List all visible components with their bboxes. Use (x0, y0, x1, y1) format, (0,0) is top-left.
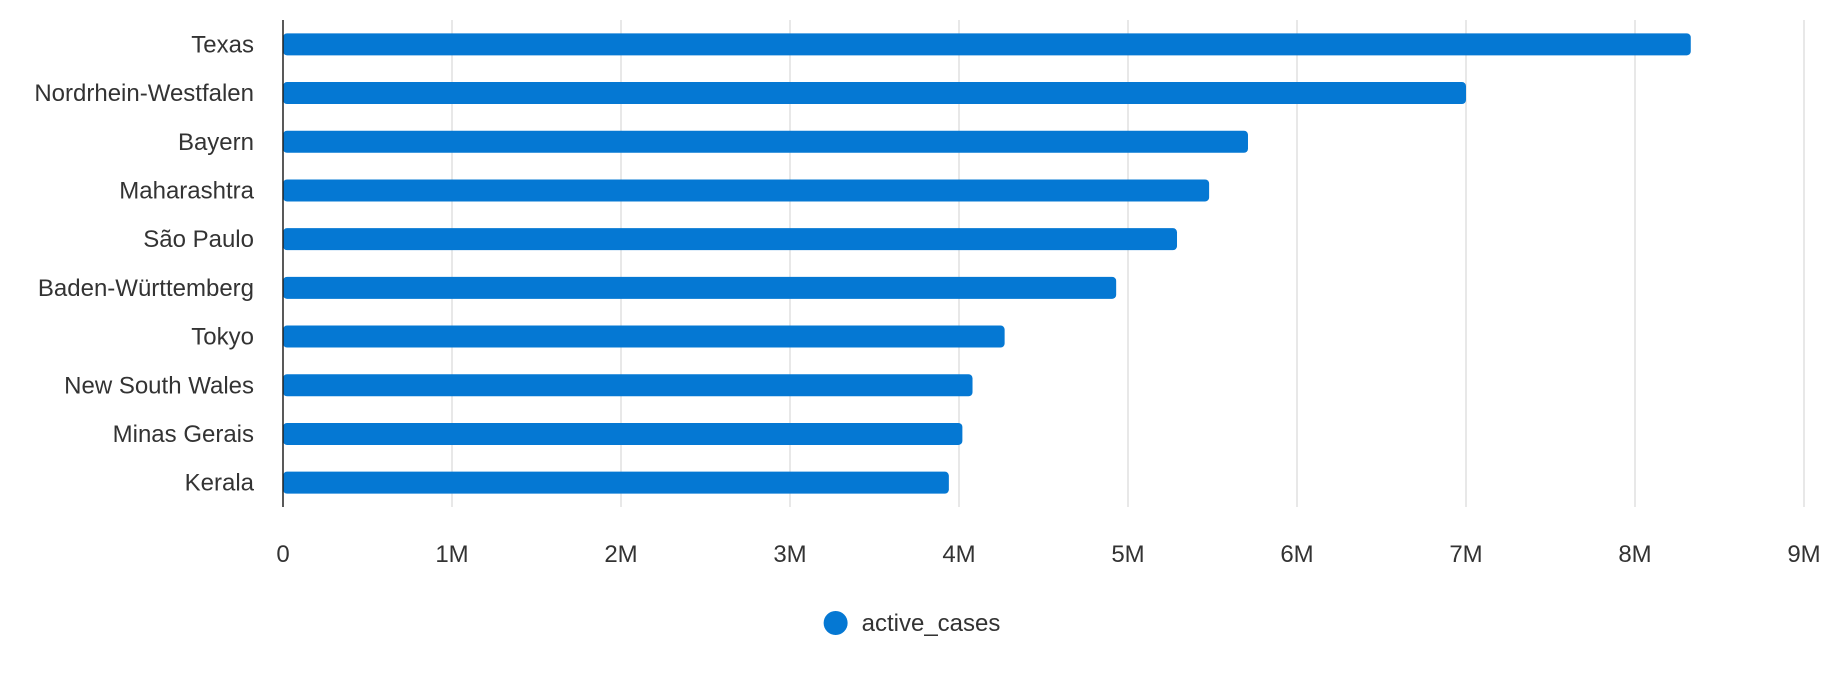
x-tick-label: 5M (1111, 541, 1144, 568)
x-tick-label: 2M (604, 541, 637, 568)
x-tick-label: 0 (276, 541, 289, 568)
category-label: São Paulo (143, 226, 254, 253)
bar[interactable] (283, 33, 1691, 56)
legend-label: active_cases (862, 610, 1001, 637)
bar[interactable] (283, 374, 973, 397)
category-label: Tokyo (191, 324, 254, 351)
x-tick-label: 3M (773, 541, 806, 568)
x-tick-label: 4M (942, 541, 975, 568)
bar[interactable] (283, 422, 963, 445)
legend: active_cases (823, 610, 1001, 637)
bars (283, 33, 1691, 494)
category-label: Texas (191, 31, 254, 58)
category-label: Maharashtra (119, 177, 254, 204)
x-tick-labels: 0 1M 2M 3M 4M 5M 6M 7M 8M 9M (276, 541, 1820, 568)
x-tick-label: 8M (1618, 541, 1651, 568)
bar[interactable] (283, 228, 1178, 251)
category-label: Baden-Württemberg (38, 275, 254, 302)
bar[interactable] (283, 471, 949, 494)
legend-marker-icon (823, 611, 848, 635)
x-tick-label: 1M (435, 541, 468, 568)
category-label: Kerala (185, 470, 255, 497)
bar[interactable] (283, 276, 1117, 299)
category-label: Minas Gerais (113, 421, 254, 448)
x-tick-label: 6M (1280, 541, 1313, 568)
x-tick-label: 7M (1449, 541, 1482, 568)
category-label: Nordrhein-Westfalen (34, 80, 254, 107)
bar[interactable] (283, 82, 1466, 105)
category-label: New South Wales (64, 372, 254, 399)
bar[interactable] (283, 179, 1210, 202)
category-labels: Texas Nordrhein-Westfalen Bayern Maharashtr… (34, 31, 254, 496)
bar[interactable] (283, 325, 1005, 348)
x-tick-label: 9M (1787, 541, 1820, 568)
bar[interactable] (283, 130, 1248, 153)
category-label: Bayern (178, 129, 254, 156)
